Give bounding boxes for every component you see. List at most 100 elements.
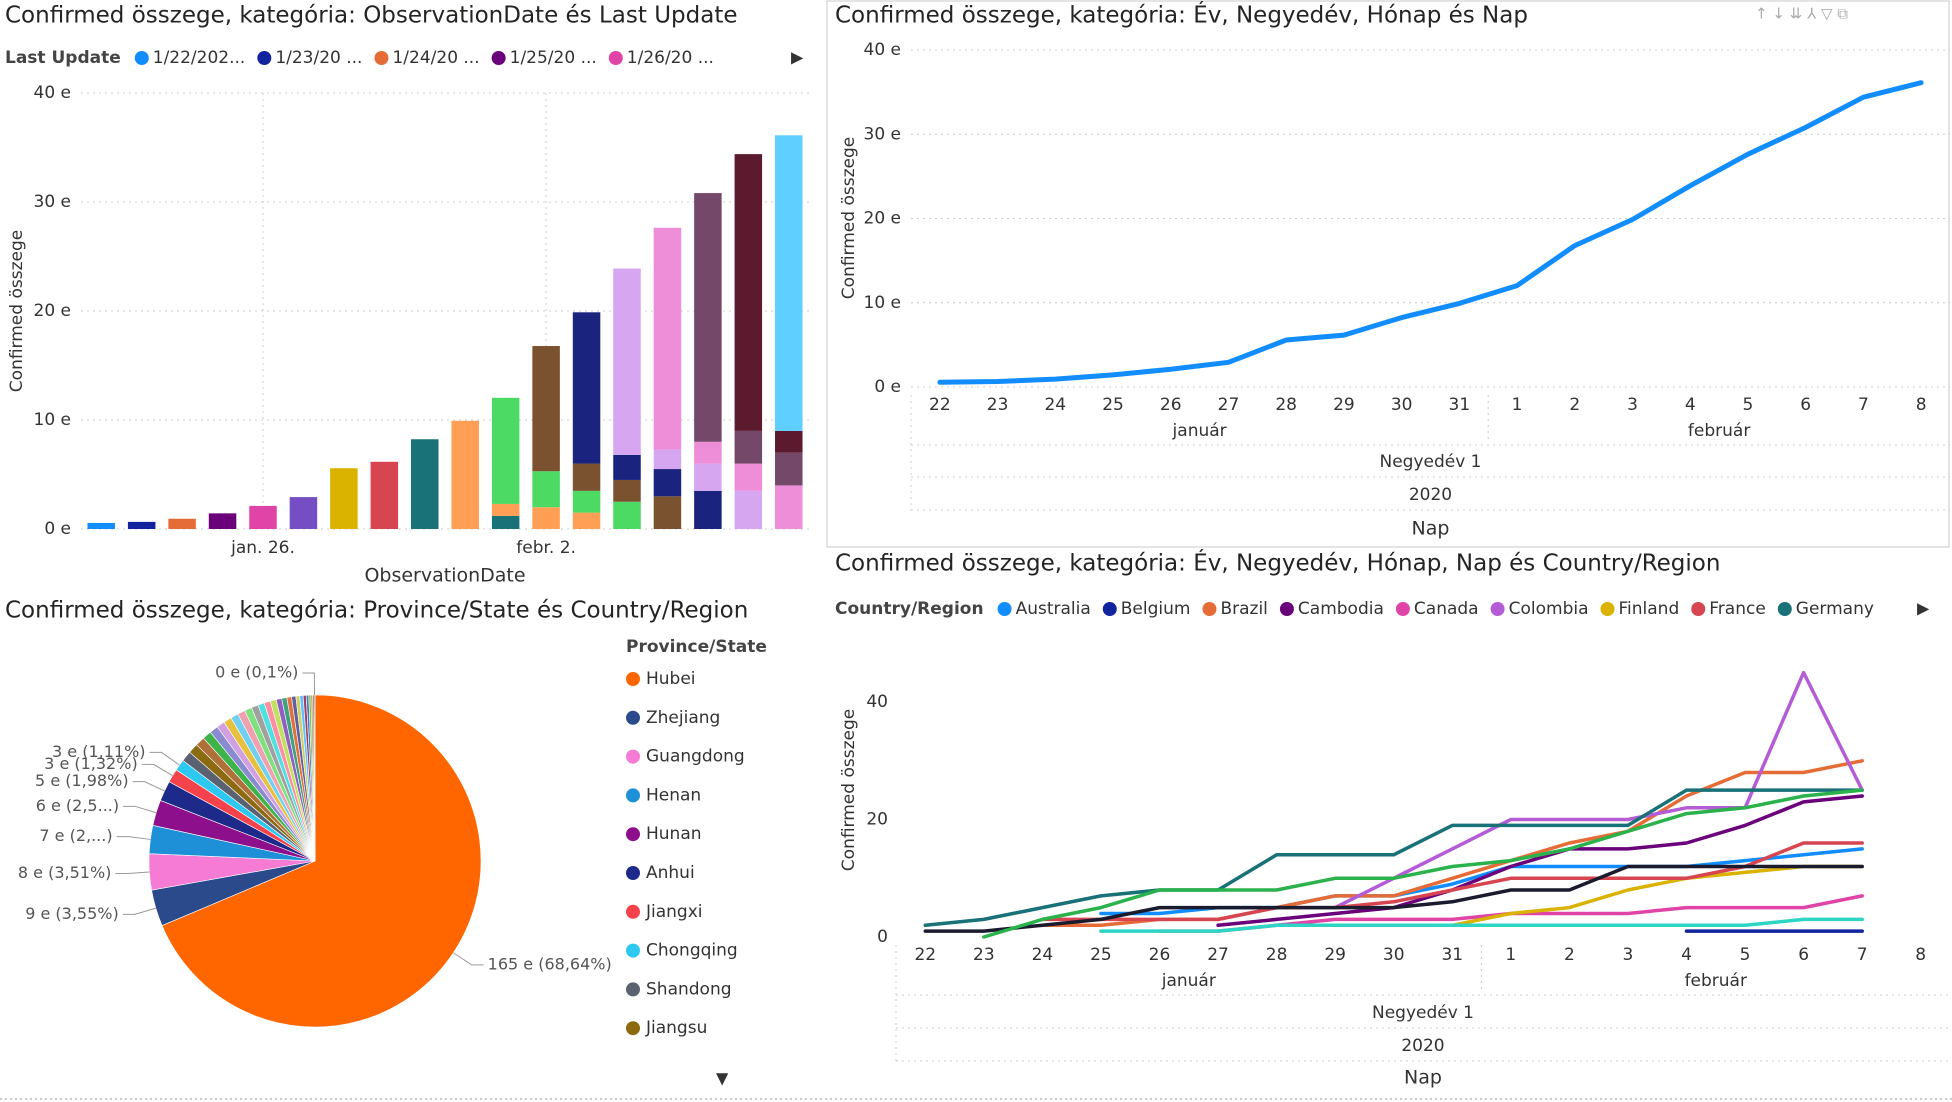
visual-toolbar[interactable]: ↑ ↓ ⇊ ⅄ ▽ ⧉ [1755,5,1848,23]
legend-marker [1202,602,1217,616]
quarter-label: Negyedév 1 [1379,452,1481,472]
bar-segment [572,312,601,464]
x-tick-label: 6 [1798,945,1809,965]
legend-marker [626,672,640,686]
legend-label: Anhui [646,863,695,883]
x-tick-label: 25 [1090,945,1112,965]
x-tick-label: 22 [914,945,936,965]
bar-segment [613,454,641,480]
x-tick-label: 31 [1449,395,1471,415]
leader-line [123,805,157,814]
bar-segment [451,420,479,529]
month-label: február [1688,421,1750,441]
legend-scroll-arrow[interactable]: ▶ [1917,599,1930,618]
legend-label: Hubei [646,669,696,689]
x-tick-label: 8 [1916,395,1927,415]
y-axis-label: Confirmed összege [7,230,27,392]
data-label: 8 e (3,51%) [18,863,112,882]
series-line [923,864,1864,933]
x-axis-label: ObservationDate [364,565,525,587]
bar-segment [289,497,318,529]
legend-label: Brazil [1220,599,1267,619]
leader-line [115,871,150,874]
data-label: 3 e (1,32%) [44,754,138,773]
x-axis-label: Nap [1404,1067,1442,1089]
x-tick-label: 5 [1740,945,1751,965]
legend-label: Finland [1619,599,1680,619]
bar-segment [491,503,520,516]
x-tick-label: 24 [1032,945,1054,965]
y-tick-label: 0 e [874,377,901,397]
legend-marker [1490,602,1505,616]
bar-segment [572,490,601,513]
legend-title: Country/Region [835,599,984,619]
bar-segment [370,461,399,529]
y-axis-label: Confirmed összege [839,709,859,871]
legend-marker [626,749,640,764]
legend-marker [1600,602,1615,616]
bar-segment [572,463,601,491]
bar-segment [491,397,520,504]
series-line [1333,670,1864,910]
data-label: 0 e (0,1%) [215,663,298,682]
x-tick-label: 2 [1564,945,1575,965]
legend-label: France [1709,599,1766,619]
x-tick-label: febr. 2. [516,538,576,558]
bar-segment [532,471,560,508]
x-tick-label: 3 [1627,395,1638,415]
legend-marker [626,1021,640,1036]
toolbar-icons[interactable]: ↑ ↓ ⇊ ⅄ ▽ ⧉ [1755,5,1848,23]
legend-label: 1/23/20 ... [275,48,362,68]
x-tick-label: 28 [1275,395,1297,415]
legend-scroll-arrow[interactable]: ▶ [791,48,804,67]
bar-segment [775,452,803,486]
x-tick-label: 23 [973,945,995,965]
legend-marker [626,827,640,842]
legend-scroll-arrow[interactable]: ▼ [716,1069,729,1088]
chart-title: Confirmed összege, kategória: Év, Negyed… [835,1,1528,29]
bar-segment [694,490,722,529]
legend-marker [626,943,640,958]
legend-marker [134,51,149,65]
legend-label: Colombia [1509,599,1589,619]
bar-segment [653,227,682,450]
legend-marker [1395,602,1410,616]
legend-label: Canada [1414,599,1479,619]
x-tick-label: 26 [1160,395,1182,415]
legend-marker [374,51,389,65]
legend-label: 1/25/20 ... [510,48,597,68]
legend-label: 1/26/20 ... [627,48,714,68]
legend-label: Zhejiang [646,708,720,728]
x-tick-label: 29 [1333,395,1355,415]
x-tick-label: 6 [1800,395,1811,415]
bar-segment [613,479,641,502]
month-label: január [1161,971,1216,991]
legend-label: Chongqing [646,941,738,961]
legend-marker [491,51,506,65]
legend-label: Cambodia [1298,599,1384,619]
x-tick-label: 22 [929,395,951,415]
legend-label: Belgium [1121,599,1191,619]
bar-segment [653,496,682,529]
x-tick-label: 28 [1266,945,1288,965]
legend-label: Australia [1016,599,1091,619]
leader-line [132,781,165,792]
y-axis-label: Confirmed összege [839,137,859,299]
x-tick-label: 2 [1569,395,1580,415]
legend-label: Hunan [646,824,702,844]
x-tick-label: jan. 26. [230,538,295,558]
x-tick-label: 30 [1391,395,1413,415]
series-line [1450,864,1864,928]
bar-segment [168,518,196,529]
data-label: 165 e (68,64%) [488,954,612,973]
bar-segment [734,490,763,529]
leader-line [149,751,180,766]
legend-label: Germany [1796,599,1874,619]
legend-marker [626,982,640,997]
bar-segment [491,515,520,529]
leader-line [122,907,156,915]
leader-line [453,952,484,966]
bar-segment [775,430,803,453]
x-tick-label: 1 [1512,395,1523,415]
legend-label: Shandong [646,979,732,999]
